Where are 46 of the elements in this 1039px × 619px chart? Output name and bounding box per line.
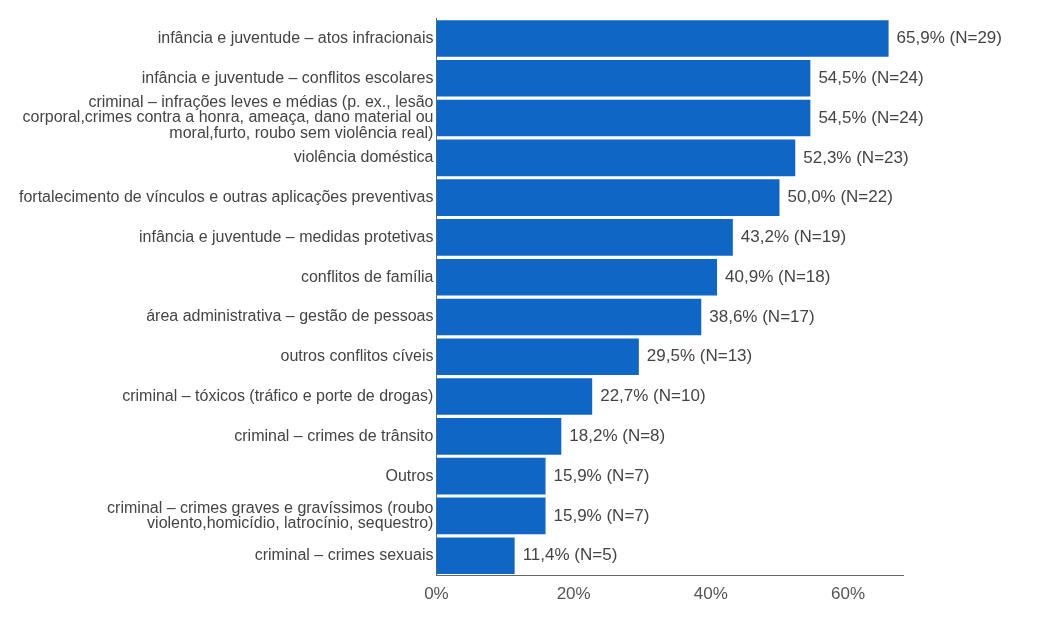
data-label: 54,5% (N=24) [818, 67, 924, 87]
bar [436, 20, 889, 57]
y-tick-label: infância e juventude – medidas protetivas [139, 227, 434, 245]
y-tick-label: criminal – crimes sexuais [254, 546, 434, 564]
x-tick-label: 20% [556, 584, 591, 604]
bar [436, 418, 562, 455]
y-tick-label: criminal – crimes de trânsito [234, 426, 434, 444]
y-tick-label: criminal – tóxicos (tráfico e porte de drogas) [122, 386, 434, 404]
bar [436, 59, 811, 97]
x-tick-label: 40% [693, 584, 728, 604]
y-tick-label: área administrativa – gestão de pessoas [146, 307, 434, 325]
y-tick-label: criminal – crimes graves e gravíssimos (roubo violento,homicídio, latrocínio, sequestro) [107, 498, 434, 531]
y-tick-label: fortalecimento de vínculos e outras aplicações preventivas [18, 188, 434, 206]
y-tick-label: infância e juventude – conflitos escolares [141, 68, 434, 86]
data-label: 15,9% (N=7) [553, 505, 650, 525]
bar [436, 537, 515, 575]
x-tick-label: 60% [831, 584, 866, 604]
x-tick-label: 0% [424, 584, 449, 604]
bar [436, 179, 780, 216]
data-label: 22,7% (N=10) [600, 386, 706, 406]
data-label: 52,3% (N=23) [803, 147, 909, 167]
data-label: 50,0% (N=22) [787, 187, 893, 207]
y-tick-label: conflitos de família [300, 267, 434, 285]
bar [436, 378, 593, 415]
data-label: 40,9% (N=18) [725, 266, 831, 286]
y-tick-label: infância e juventude – atos infracionais [157, 28, 434, 46]
data-label: 18,2% (N=8) [569, 426, 666, 446]
y-tick-label: Outros [385, 466, 434, 484]
y-tick-label: outros conflitos cíveis [280, 347, 434, 365]
y-tick-label: criminal – infrações leves e médias (p. ex., lesão corporal,crimes contra a honra, ameaça, dano material ou moral,furto, roubo sem violência real) [22, 93, 434, 141]
data-label: 54,5% (N=24) [818, 107, 924, 127]
y-tick-label: violência doméstica [293, 148, 434, 166]
data-label: 43,2% (N=19) [740, 227, 847, 247]
bar [436, 219, 733, 256]
bar [436, 497, 546, 535]
data-label: 38,6% (N=17) [709, 306, 815, 326]
data-label: 15,9% (N=7) [553, 465, 650, 485]
bar [436, 457, 546, 495]
bar [436, 99, 811, 137]
bar [436, 139, 796, 177]
data-label: 29,5% (N=13) [646, 346, 753, 366]
bar [436, 338, 639, 376]
data-label: 11,4% (N=5) [522, 545, 618, 565]
bar [436, 258, 718, 296]
data-label: 65,9% (N=29) [896, 28, 1002, 48]
bar [436, 298, 702, 336]
